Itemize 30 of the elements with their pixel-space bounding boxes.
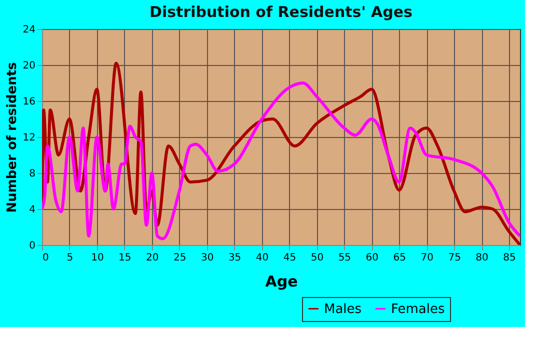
legend-label: Females [391, 302, 446, 317]
x-tick-label: 25 [173, 252, 186, 264]
x-tick-label: 85 [503, 252, 516, 264]
x-tick-label: 10 [91, 252, 104, 264]
x-tick-label: 0 [42, 252, 49, 264]
x-tick-label: 65 [393, 252, 406, 264]
y-tick-label: 8 [29, 168, 36, 180]
x-axis-title: Age [265, 272, 298, 290]
x-tick-label: 75 [448, 252, 461, 264]
legend-label: Males [324, 302, 362, 317]
x-tick-label: 30 [200, 252, 214, 264]
x-tick-label: 15 [118, 252, 132, 264]
x-tick-label: 60 [366, 252, 379, 264]
x-tick-label: 5 [66, 252, 74, 264]
x-tick-label: 35 [228, 252, 242, 264]
y-tick-label: 0 [29, 240, 36, 252]
chart-title: Distribution of Residents' Ages [150, 3, 413, 21]
x-tick-label: 55 [338, 252, 352, 264]
x-tick-label: 40 [256, 252, 269, 264]
x-tick-label: 20 [146, 252, 159, 264]
y-tick-label: 4 [29, 204, 36, 216]
x-tick-label: 50 [310, 252, 324, 264]
y-tick-label: 24 [22, 24, 36, 36]
y-tick-label: 12 [22, 132, 36, 144]
x-tick-label: 45 [283, 252, 296, 264]
x-tick-label: 80 [476, 252, 488, 264]
y-tick-label: 20 [22, 60, 36, 72]
x-tick-label: 70 [420, 252, 434, 264]
y-axis-title: Number of residents [4, 62, 20, 213]
y-tick-label: 16 [22, 96, 36, 108]
